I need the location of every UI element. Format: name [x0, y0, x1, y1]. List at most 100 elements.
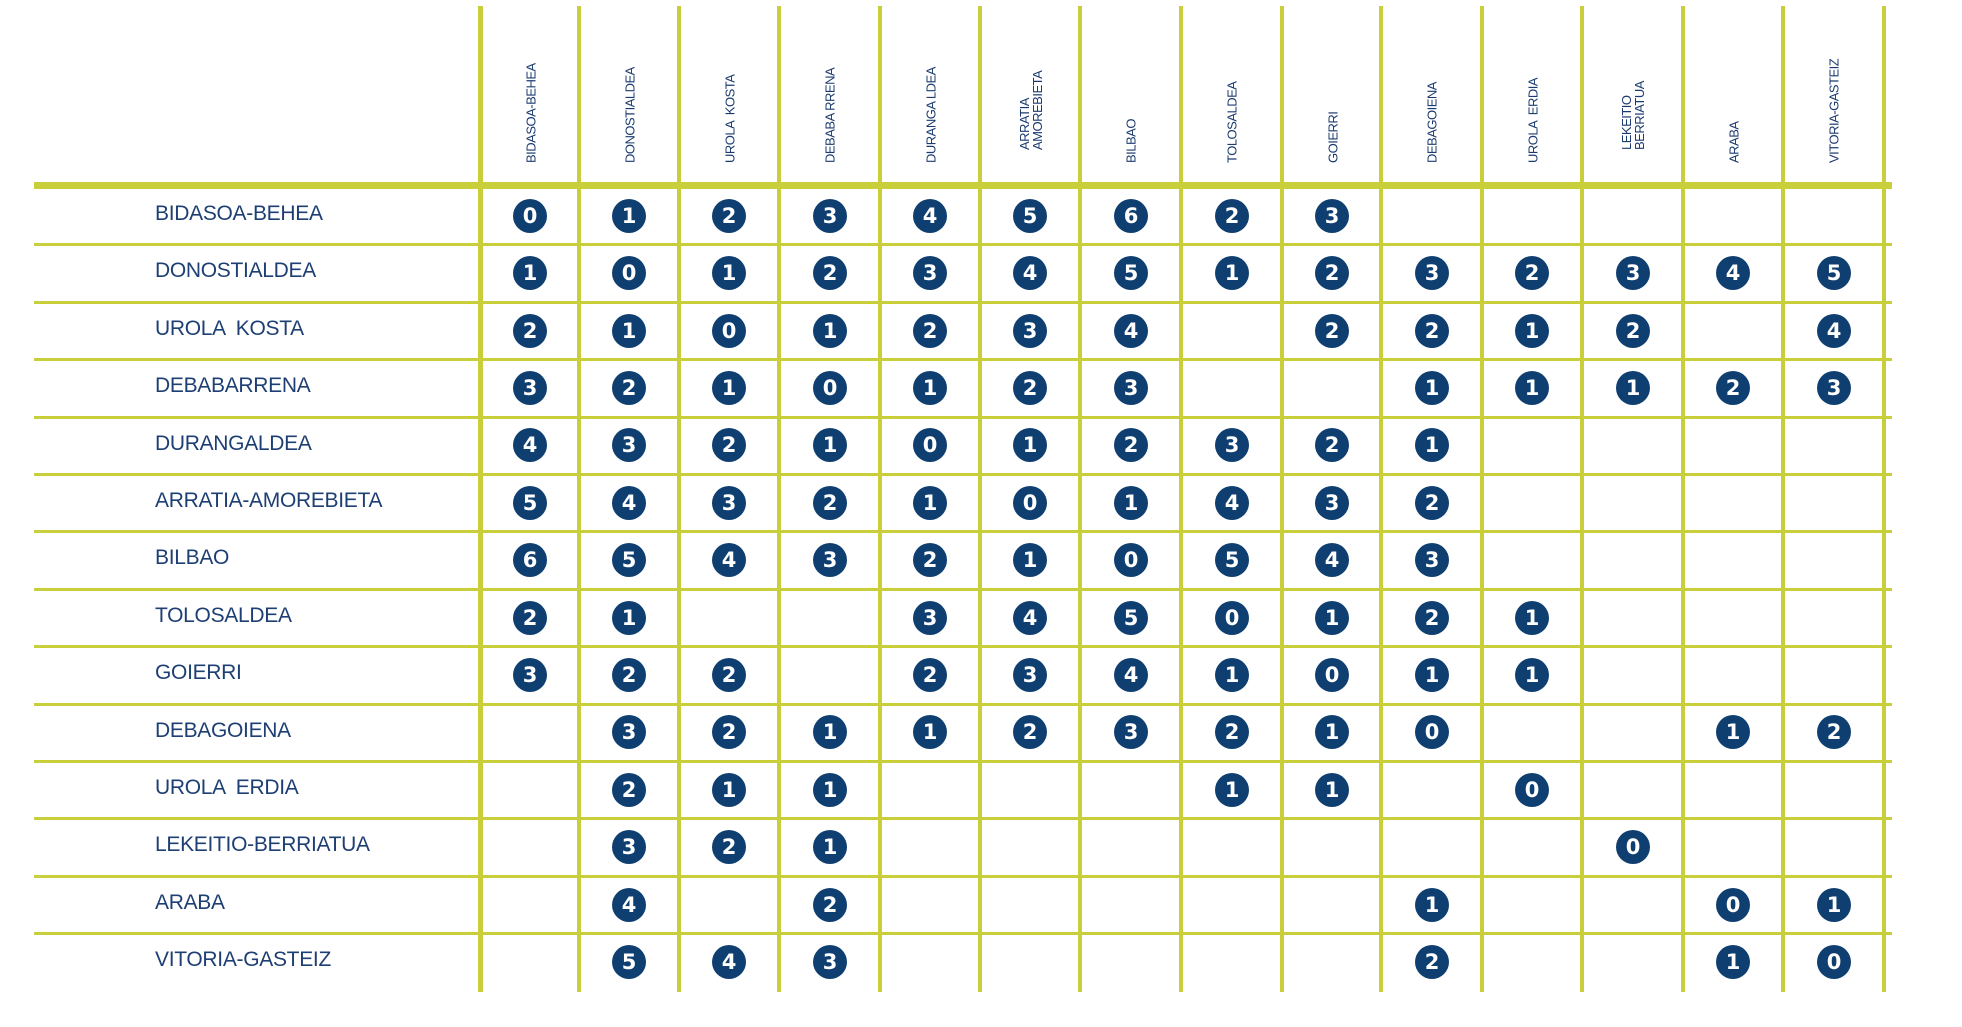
- distance-badge: 4: [1716, 256, 1750, 290]
- distance-badge: 2: [1315, 428, 1349, 462]
- row-divider: [34, 932, 1892, 935]
- distance-badge: 1: [612, 314, 646, 348]
- row-label: LEKEITIO-BERRIATUA: [155, 833, 370, 856]
- distance-badge: 3: [612, 830, 646, 864]
- distance-badge: 4: [1315, 543, 1349, 577]
- distance-badge: 1: [913, 715, 947, 749]
- column-header-label: DONOSTIALDEA: [622, 67, 637, 163]
- column-divider: [478, 6, 483, 992]
- distance-badge: 2: [1716, 371, 1750, 405]
- distance-badge: 6: [513, 543, 547, 577]
- distance-badge: 2: [513, 601, 547, 635]
- distance-badge: 3: [813, 199, 847, 233]
- column-header-label: UROLA KOSTA: [722, 74, 737, 163]
- distance-badge: 4: [913, 199, 947, 233]
- column-divider: [777, 6, 781, 992]
- distance-badge: 3: [1415, 543, 1449, 577]
- column-header: BILBAO: [1082, 10, 1179, 180]
- row-divider: [34, 645, 1892, 648]
- row-label: DONOSTIALDEA: [155, 259, 316, 282]
- column-header: ARABA: [1685, 10, 1782, 180]
- distance-badge: 0: [1315, 658, 1349, 692]
- row-label: DURANGALDEA: [155, 432, 312, 455]
- distance-badge: 1: [612, 199, 646, 233]
- distance-badge: 2: [1114, 428, 1148, 462]
- distance-badge: 2: [1616, 314, 1650, 348]
- distance-badge: 1: [913, 371, 947, 405]
- distance-badge: 2: [712, 428, 746, 462]
- column-header-label: VITORIA-GASTEIZ: [1826, 58, 1841, 163]
- distance-badge: 1: [1515, 601, 1549, 635]
- distance-badge: 1: [1415, 658, 1449, 692]
- distance-badge: 5: [1817, 256, 1851, 290]
- distance-badge: 1: [712, 256, 746, 290]
- distance-badge: 1: [612, 601, 646, 635]
- column-divider: [1681, 6, 1685, 992]
- distance-badge: 1: [1515, 314, 1549, 348]
- distance-badge: 1: [913, 486, 947, 520]
- column-divider: [1078, 6, 1082, 992]
- distance-badge: 3: [1415, 256, 1449, 290]
- distance-badge: 5: [1215, 543, 1249, 577]
- column-header-label: UROLA ERDIA: [1525, 77, 1540, 163]
- row-divider: [34, 243, 1892, 246]
- distance-badge: 2: [1415, 486, 1449, 520]
- distance-badge: 1: [1315, 601, 1349, 635]
- row-divider: [34, 530, 1892, 533]
- row-divider: [34, 473, 1892, 476]
- distance-badge: 1: [1013, 543, 1047, 577]
- distance-badge: 2: [1315, 314, 1349, 348]
- distance-badge: 1: [1415, 371, 1449, 405]
- row-divider: [34, 416, 1892, 419]
- distance-badge: 2: [612, 658, 646, 692]
- distance-badge: 4: [1013, 601, 1047, 635]
- row-label: BIDASOA-BEHEA: [155, 202, 323, 225]
- row-label: VITORIA-GASTEIZ: [155, 948, 331, 971]
- distance-badge: 4: [612, 486, 646, 520]
- distance-badge: 0: [913, 428, 947, 462]
- column-header-label: ARRATIA AMOREBIETA: [1016, 70, 1045, 150]
- distance-badge: 2: [1215, 199, 1249, 233]
- column-divider: [878, 6, 882, 992]
- distance-badge: 1: [1013, 428, 1047, 462]
- distance-badge: 4: [712, 543, 746, 577]
- distance-badge: 5: [1114, 256, 1148, 290]
- row-label: TOLOSALDEA: [155, 604, 292, 627]
- column-header: UROLA KOSTA: [681, 10, 778, 180]
- row-label: DEBABARRENA: [155, 374, 311, 397]
- column-header: BIDASOA-BEHEA: [482, 10, 579, 180]
- column-divider: [1781, 6, 1785, 992]
- distance-badge: 3: [1114, 715, 1148, 749]
- column-divider: [1379, 6, 1383, 992]
- distance-badge: 2: [1315, 256, 1349, 290]
- column-header: DONOSTIALDEA: [581, 10, 678, 180]
- row-label: GOIERRI: [155, 661, 242, 684]
- column-header-label: TOLOSALDEA: [1224, 81, 1239, 163]
- distance-badge: 1: [1716, 715, 1750, 749]
- distance-badge: 0: [712, 314, 746, 348]
- distance-badge: 4: [513, 428, 547, 462]
- distance-badge: 1: [1215, 773, 1249, 807]
- distance-badge: 2: [712, 658, 746, 692]
- distance-badge: 5: [612, 543, 646, 577]
- column-header: VITORIA-GASTEIZ: [1785, 10, 1882, 180]
- distance-badge: 2: [913, 314, 947, 348]
- distance-badge: 3: [1315, 199, 1349, 233]
- distance-badge: 1: [1415, 428, 1449, 462]
- column-header: DEBAGOIENA: [1383, 10, 1480, 180]
- column-header-label: DEBAGOIENA: [1424, 82, 1439, 163]
- distance-badge: 1: [1515, 371, 1549, 405]
- row-divider: [34, 301, 1892, 304]
- distance-badge: 2: [913, 543, 947, 577]
- column-header-label: LEKEITIO BERRIATUA: [1618, 81, 1647, 150]
- column-header: DURANGA LDEA: [882, 10, 979, 180]
- row-divider: [34, 875, 1892, 878]
- distance-badge: 3: [1114, 371, 1148, 405]
- distance-badge: 5: [612, 945, 646, 979]
- distance-badge: 4: [612, 888, 646, 922]
- row-divider: [34, 588, 1892, 591]
- distance-badge: 2: [813, 888, 847, 922]
- column-divider: [978, 6, 982, 992]
- column-divider: [1179, 6, 1183, 992]
- distance-badge: 4: [1114, 314, 1148, 348]
